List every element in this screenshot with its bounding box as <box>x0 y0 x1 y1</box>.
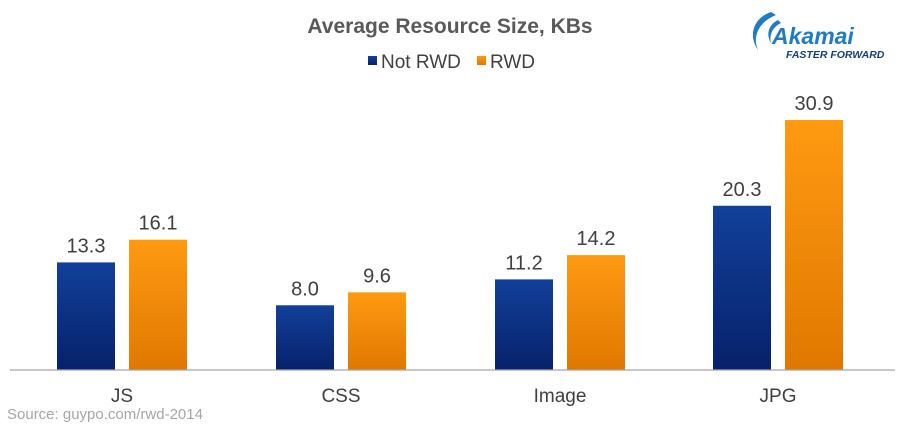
legend-swatch-rwd <box>477 56 486 65</box>
category-label-jpg: JPG <box>760 386 797 407</box>
plot-area: 13.3 16.1 JS 8.0 9.6 CSS 11.2 14.2 Image 20.3 30.9… <box>57 93 843 407</box>
source-note: Source: guypo.com/rwd-2014 <box>7 406 203 423</box>
value-label-rwd-css: 9.6 <box>363 265 391 287</box>
bar-rwd-js <box>129 239 187 370</box>
bar-not-rwd-image <box>495 279 553 370</box>
value-label-rwd-image: 14.2 <box>577 228 616 250</box>
logo-tagline: FASTER FORWARD <box>786 49 885 61</box>
value-label-not-rwd-js: 13.3 <box>67 235 106 257</box>
legend-swatch-not-rwd <box>368 56 377 65</box>
value-label-rwd-js: 16.1 <box>139 213 178 235</box>
bar-rwd-image <box>567 255 625 370</box>
value-label-not-rwd-image: 11.2 <box>505 252 542 274</box>
value-label-rwd-jpg: 30.9 <box>795 93 834 115</box>
bar-not-rwd-css <box>276 305 334 370</box>
legend-label-rwd: RWD <box>490 52 535 73</box>
legend-label-not-rwd: Not RWD <box>381 52 461 73</box>
logo-swoosh-inner-icon <box>768 20 781 43</box>
value-label-not-rwd-jpg: 20.3 <box>723 179 762 201</box>
chart-title: Average Resource Size, KBs <box>307 15 592 38</box>
bar-rwd-css <box>348 292 406 370</box>
bar-not-rwd-js <box>57 262 115 370</box>
bar-not-rwd-jpg <box>713 205 771 370</box>
value-label-not-rwd-css: 8.0 <box>291 278 319 300</box>
akamai-logo: Akamai FASTER FORWARD <box>752 12 885 61</box>
legend: Not RWD RWD <box>368 52 535 73</box>
category-label-css: CSS <box>321 386 360 407</box>
category-label-js: JS <box>111 386 133 407</box>
logo-wordmark: Akamai <box>771 23 854 49</box>
bar-rwd-jpg <box>785 120 843 370</box>
logo-swoosh-icon <box>752 12 776 50</box>
category-label-image: Image <box>534 386 587 407</box>
